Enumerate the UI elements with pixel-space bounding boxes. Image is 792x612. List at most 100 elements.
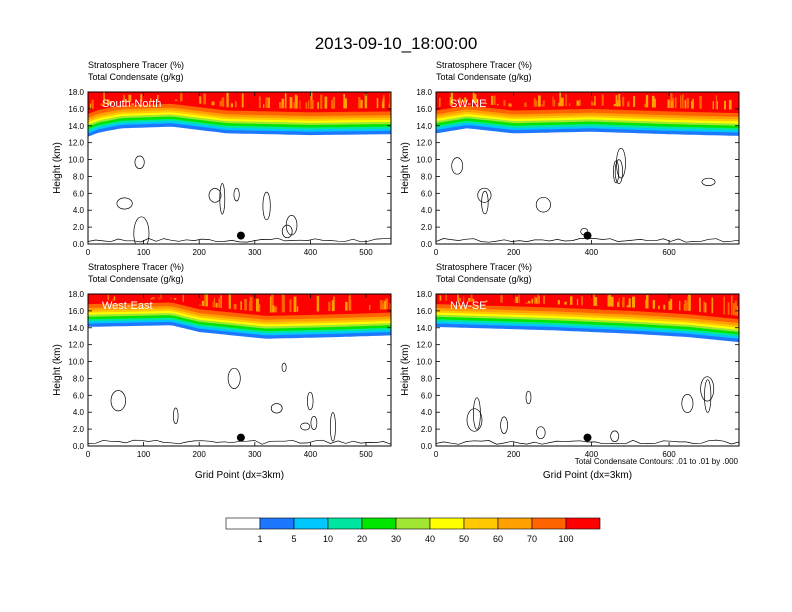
tracer-streak <box>320 104 322 109</box>
tracer-streak <box>221 97 224 107</box>
x-tick-label: 600 <box>662 248 676 257</box>
y-tick-label: 12.0 <box>416 341 432 350</box>
tracer-streak <box>723 296 725 315</box>
y-tick-label: 18.0 <box>68 88 84 97</box>
tracer-streak <box>632 296 635 308</box>
tracer-streak <box>174 99 178 101</box>
tracer-streak <box>622 96 625 107</box>
y-tick-label: 4.0 <box>73 408 85 417</box>
tracer-streak <box>376 98 379 109</box>
location-marker <box>583 231 592 240</box>
y-tick-label: 10.0 <box>416 156 432 165</box>
y-tick-label: 4.0 <box>73 206 85 215</box>
condensate-contour <box>500 416 508 434</box>
subtitle-tracer: Stratosphere Tracer (%) <box>88 60 184 70</box>
tracer-streak <box>449 97 452 105</box>
tracer-streak <box>724 100 726 110</box>
x-tick-label: 200 <box>507 248 521 257</box>
tracer-streak <box>305 102 308 109</box>
tracer-streak <box>704 302 707 313</box>
tracer-streak <box>358 97 361 109</box>
contour-footnote: Total Condensate Contours: .01 to .01 by… <box>575 457 739 466</box>
y-tick-label: 0.0 <box>73 442 85 451</box>
tracer-streak <box>439 295 442 301</box>
tracer-streak <box>379 300 383 310</box>
tracer-streak <box>541 103 543 107</box>
condensate-contour <box>300 422 311 431</box>
tracer-streak <box>531 298 534 304</box>
tracer-fill <box>88 92 391 137</box>
x-tick-label: 0 <box>434 450 439 459</box>
tracer-streak <box>230 103 233 108</box>
tracer-streak <box>381 101 385 109</box>
tracer-streak <box>324 96 328 109</box>
y-tick-label: 8.0 <box>421 172 433 181</box>
tracer-streak <box>645 301 648 309</box>
y-tick-label: 0.0 <box>421 442 433 451</box>
x-tick-label: 500 <box>359 450 373 459</box>
tracer-streak <box>458 297 462 302</box>
tracer-streak <box>699 297 701 312</box>
tracer-streak <box>109 101 113 105</box>
tracer-streak <box>675 97 677 109</box>
tracer-streak <box>180 92 182 102</box>
tracer-streak <box>610 296 614 307</box>
colorbar-swatch <box>327 517 363 530</box>
tracer-streak <box>651 95 655 108</box>
tracer-streak <box>534 296 536 304</box>
location-marker <box>236 433 245 442</box>
condensate-contours <box>88 155 391 244</box>
tracer-streak <box>256 298 259 312</box>
plot-frame <box>87 91 392 245</box>
tracer-streak <box>617 302 620 307</box>
tracer-streak <box>289 97 293 109</box>
tracer-streak <box>687 296 689 311</box>
tracer-band-100 <box>88 294 391 316</box>
tracer-streak <box>111 299 115 301</box>
tracer-streak <box>514 299 517 303</box>
tracer-streak <box>215 303 218 308</box>
y-tick-label: 6.0 <box>73 391 85 400</box>
tracer-streak <box>281 98 285 109</box>
tracer-band-100 <box>88 92 391 114</box>
tracer-streak <box>581 296 583 306</box>
x-tick-label: 100 <box>137 248 151 257</box>
y-tick-label: 4.0 <box>421 206 433 215</box>
condensate-contour <box>525 390 532 405</box>
condensate-contour <box>704 379 712 413</box>
tracer-streak <box>557 300 560 305</box>
tracer-streak <box>593 102 596 106</box>
x-tick-label: 200 <box>193 450 207 459</box>
tracer-streak <box>263 104 265 108</box>
tracer-streak <box>613 103 617 107</box>
y-tick-label: 4.0 <box>421 408 433 417</box>
tracer-streak <box>645 95 649 108</box>
tracer-streak <box>389 92 391 109</box>
tracer-streak <box>576 299 579 306</box>
x-axis-label: Grid Point (dx=3km) <box>195 470 284 481</box>
condensate-contour <box>616 147 626 179</box>
tracer-streak <box>344 98 347 109</box>
condensate-contour <box>281 224 293 239</box>
x-tick-label: 400 <box>585 450 599 459</box>
tracer-streak <box>524 102 527 107</box>
plot-frame <box>435 293 740 447</box>
tracer-streak <box>615 95 618 107</box>
condensate-contour <box>614 159 623 184</box>
tracer-streak <box>128 94 132 102</box>
tracer-streak <box>534 297 538 304</box>
panel-nw-se: NW-SE Stratosphere Tracer (%) Total Conden… <box>400 262 740 481</box>
tracer-streak <box>680 97 682 109</box>
tracer-streak <box>235 101 237 108</box>
x-tick-label: 200 <box>507 450 521 459</box>
x-tick-label: 0 <box>86 450 91 459</box>
condensate-contour <box>227 367 241 389</box>
tracer-streak <box>240 301 242 310</box>
colorbar-label: 50 <box>459 534 469 544</box>
panel-label: West-East <box>102 300 153 312</box>
condensate-contour <box>613 160 620 184</box>
tracer-streak <box>123 94 125 103</box>
y-tick-label: 16.0 <box>68 105 84 114</box>
tracer-streak <box>289 299 292 312</box>
